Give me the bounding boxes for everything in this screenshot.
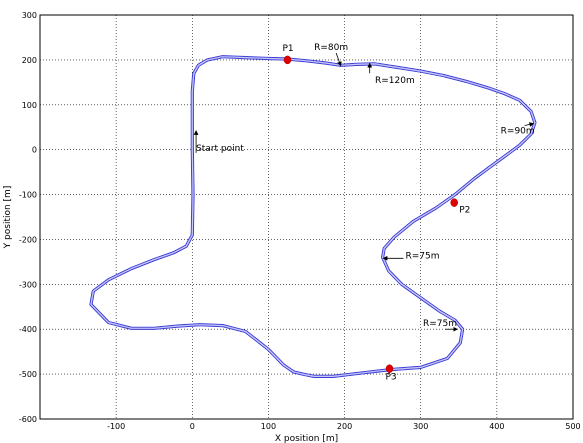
y-tick-label: -500 xyxy=(19,370,37,379)
trajectory-line-center xyxy=(90,56,536,377)
annotation-label: R=80m xyxy=(314,43,348,53)
annotation-label: Start point xyxy=(196,144,244,154)
y-tick-label: 300 xyxy=(22,11,37,20)
axis-ticks: -100 0 100 200 300 400 500 -600 -500 -400 -300 -200… xyxy=(19,11,581,431)
marker-label: P1 xyxy=(282,44,293,54)
y-tick-label: 200 xyxy=(22,56,37,65)
points-layer: P1 P2 P3 xyxy=(282,44,470,383)
y-tick-label: -600 xyxy=(19,415,37,424)
annotations-layer: R=80m R=120m R=90m R=75m R=75m Start point xyxy=(193,43,535,332)
marker-label: P2 xyxy=(459,206,470,216)
x-tick-label: 500 xyxy=(565,422,580,431)
x-tick-label: -100 xyxy=(107,422,125,431)
annotation-label: R=75m xyxy=(423,319,457,329)
x-tick-label: 100 xyxy=(261,422,276,431)
x-tick-label: 300 xyxy=(413,422,428,431)
marker-label: P3 xyxy=(385,373,396,383)
y-tick-label: 0 xyxy=(32,146,37,155)
grid xyxy=(40,14,574,420)
annotation-label: R=75m xyxy=(405,251,439,261)
y-axis-label: Y position [m] xyxy=(3,186,13,250)
plot-area xyxy=(39,14,574,420)
marker-point xyxy=(385,364,394,373)
y-tick-label: -300 xyxy=(19,280,37,289)
x-tick-label: 400 xyxy=(489,422,504,431)
annotation-label: R=90m xyxy=(501,127,535,137)
y-tick-label: -200 xyxy=(19,235,37,244)
x-tick-label: 200 xyxy=(337,422,352,431)
series-layer xyxy=(89,55,537,378)
x-axis-label: X position [m] xyxy=(275,434,338,443)
marker-point xyxy=(283,55,292,65)
annotation-label: R=120m xyxy=(375,76,415,86)
annotation-arrow xyxy=(524,122,535,127)
x-tick-label: 0 xyxy=(190,422,195,431)
marker-point xyxy=(450,198,458,207)
y-tick-label: 100 xyxy=(22,101,37,110)
y-tick-label: -400 xyxy=(19,325,37,334)
y-tick-label: -100 xyxy=(19,191,37,200)
annotation-arrow xyxy=(335,52,342,67)
